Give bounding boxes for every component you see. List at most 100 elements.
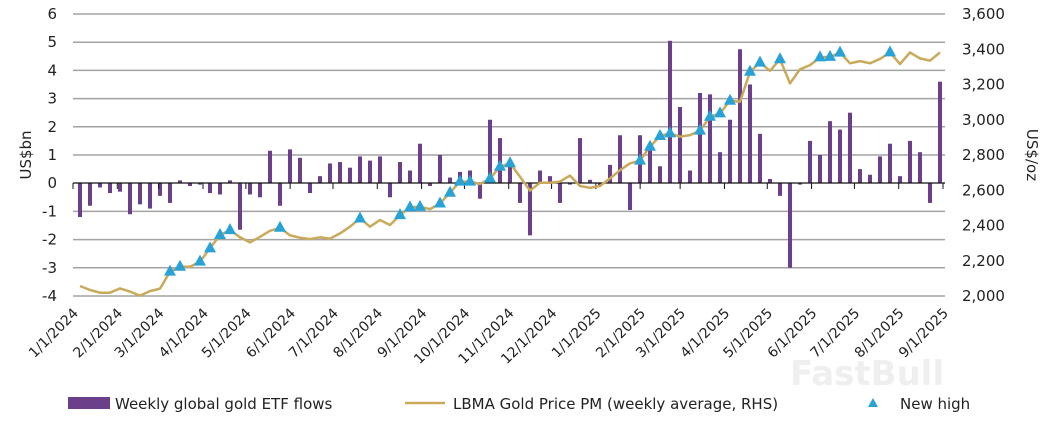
new-high-markers bbox=[164, 45, 896, 276]
flow-bar bbox=[258, 183, 262, 198]
new-high-marker bbox=[354, 211, 366, 223]
left-tick-label: -2 bbox=[42, 231, 57, 249]
new-high-marker bbox=[774, 52, 786, 64]
flow-bar bbox=[928, 183, 932, 203]
flow-bar bbox=[158, 183, 162, 196]
right-tick-label: 3,000 bbox=[962, 111, 1005, 129]
new-high-marker bbox=[884, 45, 896, 57]
flow-bar bbox=[368, 160, 372, 184]
right-tick-label: 2,200 bbox=[962, 252, 1005, 270]
flow-bar bbox=[548, 176, 552, 184]
flow-bar bbox=[708, 94, 712, 184]
flow-bar bbox=[88, 183, 92, 206]
new-high-marker bbox=[824, 49, 836, 61]
flow-bar bbox=[308, 183, 312, 194]
new-high-marker bbox=[434, 196, 446, 208]
flow-bar bbox=[698, 92, 702, 184]
flow-bar bbox=[908, 140, 912, 184]
flow-bar bbox=[408, 170, 412, 184]
flow-bar bbox=[338, 162, 342, 184]
new-high-marker bbox=[174, 259, 186, 271]
legend-bar-label: Weekly global gold ETF flows bbox=[115, 395, 333, 413]
flow-bar bbox=[98, 183, 102, 188]
legend-line-label: LBMA Gold Price PM (weekly average, RHS) bbox=[453, 395, 778, 413]
new-high-marker bbox=[744, 64, 756, 76]
left-axis-ticks: 6 5 4 3 2 1 0 -1 -2 -3 -4 bbox=[42, 5, 57, 305]
flow-bar bbox=[428, 183, 432, 187]
flow-bar bbox=[508, 164, 512, 184]
right-tick-label: 3,600 bbox=[962, 5, 1005, 23]
new-high-marker bbox=[664, 126, 676, 138]
right-tick-label: 2,800 bbox=[962, 146, 1005, 164]
new-high-marker bbox=[694, 123, 706, 135]
flow-bar bbox=[488, 119, 492, 184]
right-axis-label: US$/oz bbox=[1023, 129, 1041, 181]
right-axis-ticks: 3,600 3,400 3,200 3,000 2,800 2,600 2,400 2,200… bbox=[962, 5, 1005, 305]
flow-bar bbox=[588, 179, 592, 184]
flow-bar bbox=[898, 176, 902, 184]
new-high-marker bbox=[464, 174, 476, 186]
right-tick-label: 3,400 bbox=[962, 40, 1005, 58]
flow-bar bbox=[778, 183, 782, 196]
left-tick-label: -1 bbox=[42, 202, 57, 220]
flow-bar bbox=[108, 183, 112, 194]
left-tick-label: 0 bbox=[47, 174, 57, 192]
left-tick-label: -4 bbox=[42, 287, 57, 305]
new-high-marker bbox=[484, 171, 496, 183]
flow-bar bbox=[288, 149, 292, 184]
flow-bar bbox=[398, 162, 402, 184]
flow-bar bbox=[78, 183, 82, 218]
flow-bar bbox=[628, 183, 632, 210]
flow-bar bbox=[738, 49, 742, 184]
new-high-marker bbox=[444, 185, 456, 197]
flow-bar bbox=[828, 121, 832, 184]
flow-bar bbox=[788, 183, 792, 268]
flow-bar bbox=[848, 112, 852, 184]
flow-bar bbox=[168, 183, 172, 203]
watermark: FastBull bbox=[790, 354, 944, 394]
new-high-marker bbox=[194, 254, 206, 266]
flow-bar bbox=[418, 143, 422, 184]
new-high-marker bbox=[274, 220, 286, 232]
flow-bar bbox=[348, 167, 352, 184]
flow-bar bbox=[728, 119, 732, 184]
flow-bar bbox=[518, 183, 522, 203]
flow-bar bbox=[528, 183, 532, 236]
new-high-marker bbox=[504, 156, 516, 168]
flow-bar bbox=[198, 183, 202, 185]
flow-bar bbox=[238, 183, 242, 230]
legend-bar-swatch bbox=[68, 397, 110, 409]
flow-bar bbox=[358, 156, 362, 184]
new-high-marker bbox=[454, 174, 466, 186]
new-high-marker bbox=[494, 159, 506, 171]
new-high-marker bbox=[394, 208, 406, 220]
flow-bar bbox=[718, 152, 722, 184]
flow-bar bbox=[178, 180, 182, 184]
flow-bar bbox=[858, 169, 862, 184]
flow-bar bbox=[188, 183, 192, 187]
flow-bar bbox=[438, 155, 442, 184]
flow-bar bbox=[838, 129, 842, 184]
flow-bar bbox=[918, 152, 922, 184]
flow-bar bbox=[608, 164, 612, 184]
flow-bar bbox=[878, 156, 882, 184]
flow-bar bbox=[888, 143, 892, 184]
flow-bar bbox=[128, 183, 132, 215]
flow-bar bbox=[328, 163, 332, 184]
right-tick-label: 2,400 bbox=[962, 217, 1005, 235]
new-high-marker bbox=[714, 106, 726, 118]
right-tick-label: 3,200 bbox=[962, 76, 1005, 94]
left-tick-label: -3 bbox=[42, 259, 57, 277]
flow-bar bbox=[578, 138, 582, 184]
flow-bar bbox=[768, 178, 772, 184]
flow-bar bbox=[378, 156, 382, 184]
flow-bar bbox=[808, 140, 812, 184]
gridlines bbox=[73, 13, 945, 297]
legend: Weekly global gold ETF flows LBMA Gold P… bbox=[68, 395, 970, 413]
right-tick-label: 2,000 bbox=[962, 287, 1005, 305]
flow-bar bbox=[278, 183, 282, 206]
flow-bar bbox=[248, 183, 252, 195]
flow-bar bbox=[648, 149, 652, 184]
flow-bar bbox=[538, 170, 542, 184]
